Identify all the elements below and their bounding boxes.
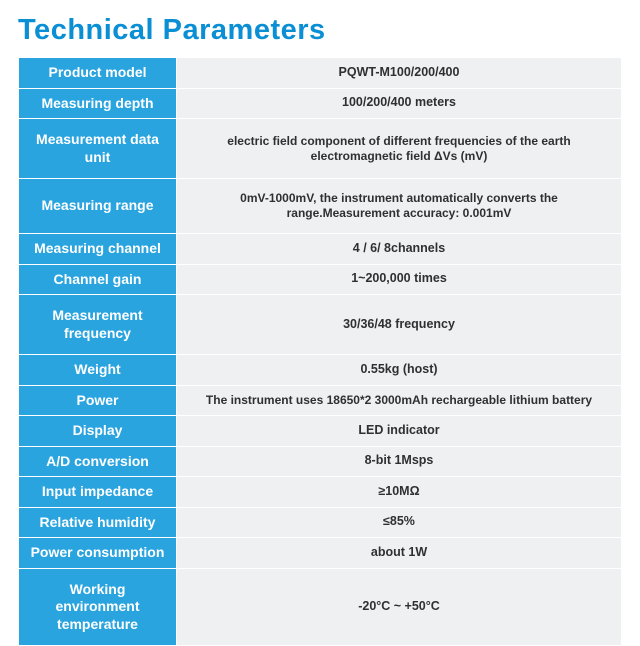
param-label: Working environment temperature [19,568,177,646]
param-value: electric field component of different fr… [177,119,622,179]
param-value: -20°C ~ +50°C [177,568,622,646]
param-value: 0mV-1000mV, the instrument automatically… [177,179,622,234]
param-label: Weight [19,355,177,386]
table-row: Power consumptionabout 1W [19,538,622,569]
param-value: 30/36/48 frequency [177,295,622,355]
param-label: Measuring range [19,179,177,234]
table-row: Measuring channel4 / 6/ 8channels [19,234,622,265]
param-value: about 1W [177,538,622,569]
param-value: 100/200/400 meters [177,88,622,119]
parameters-table: Product modelPQWT-M100/200/400Measuring … [18,57,622,646]
param-value: PQWT-M100/200/400 [177,58,622,89]
table-row: Measuring range0mV-1000mV, the instrumen… [19,179,622,234]
param-label: Display [19,416,177,447]
table-row: Measurement frequency30/36/48 frequency [19,295,622,355]
param-label: Channel gain [19,264,177,295]
param-value: LED indicator [177,416,622,447]
param-label: Power [19,385,177,416]
param-value: The instrument uses 18650*2 3000mAh rech… [177,385,622,416]
param-label: Power consumption [19,538,177,569]
table-row: A/D conversion8-bit 1Msps [19,446,622,477]
table-row: Measurement data unitelectric field comp… [19,119,622,179]
table-row: PowerThe instrument uses 18650*2 3000mAh… [19,385,622,416]
param-value: 8-bit 1Msps [177,446,622,477]
param-label: Measurement frequency [19,295,177,355]
param-label: Measuring depth [19,88,177,119]
param-label: Input impedance [19,477,177,508]
param-label: Measurement data unit [19,119,177,179]
table-row: Measuring depth100/200/400 meters [19,88,622,119]
param-value: ≥10MΩ [177,477,622,508]
table-row: Input impedance≥10MΩ [19,477,622,508]
table-row: Relative humidity≤85% [19,507,622,538]
table-row: Product modelPQWT-M100/200/400 [19,58,622,89]
param-label: Relative humidity [19,507,177,538]
page-title: Technical Parameters [18,14,622,47]
table-row: Channel gain1~200,000 times [19,264,622,295]
param-label: Product model [19,58,177,89]
table-row: Weight0.55kg (host) [19,355,622,386]
table-row: DisplayLED indicator [19,416,622,447]
param-value: 1~200,000 times [177,264,622,295]
param-label: A/D conversion [19,446,177,477]
param-value: 4 / 6/ 8channels [177,234,622,265]
param-label: Measuring channel [19,234,177,265]
param-value: 0.55kg (host) [177,355,622,386]
table-row: Working environment temperature-20°C ~ +… [19,568,622,646]
param-value: ≤85% [177,507,622,538]
